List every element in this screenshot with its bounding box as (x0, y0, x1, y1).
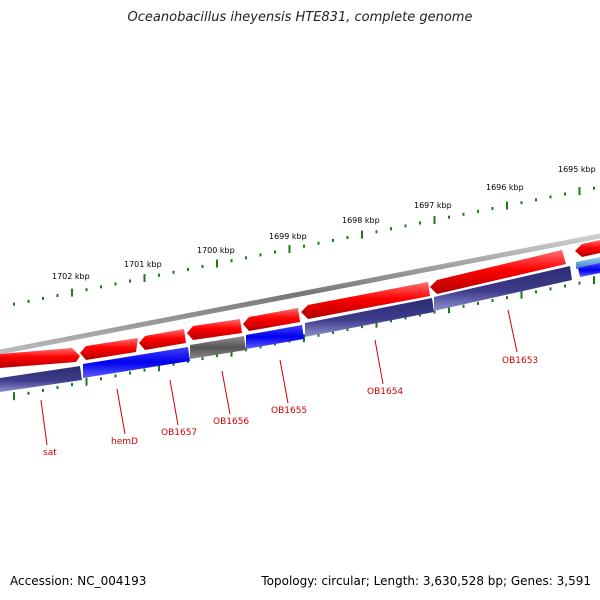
outer-tick-row (13, 186, 595, 306)
gene-label-OB1654: OB1654 (367, 387, 403, 397)
gene-label-hemD: hemD (111, 437, 138, 447)
forward-gene-arrow[interactable] (139, 329, 186, 350)
reverse-gene-OB1657[interactable] (190, 336, 246, 359)
gene-label-OB1653: OB1653 (502, 356, 538, 366)
gene-label-leader (507, 309, 518, 353)
kbp-label: 1699 kbp (269, 232, 307, 241)
kbp-label: 1701 kbp (124, 260, 162, 269)
reverse-gene-sat[interactable] (0, 366, 82, 392)
kbp-label: 1695 kbp (558, 165, 596, 174)
gene-label-OB1657: OB1657 (161, 428, 197, 438)
genome-backbone (0, 233, 600, 355)
kbp-label: 1702 kbp (52, 272, 90, 281)
forward-gene-arrow[interactable] (243, 308, 300, 331)
reverse-gene-OB1656[interactable] (246, 325, 304, 349)
inner-tick-row (13, 276, 595, 401)
forward-gene-arrow[interactable] (0, 348, 80, 368)
kbp-label-group: 1702 kbp 1701 kbp 1700 kbp 1699 kbp 1698 kbp… (52, 165, 596, 281)
gene-label-OB1656: OB1656 (213, 417, 249, 427)
gene-label-leader (116, 388, 126, 435)
kbp-label: 1700 kbp (197, 246, 235, 255)
gene-label-leader (374, 339, 384, 385)
kbp-label: 1696 kbp (486, 183, 524, 192)
forward-gene-arrow[interactable] (301, 282, 430, 319)
forward-gene-arrow[interactable] (187, 319, 242, 340)
gene-label-leader (40, 399, 48, 446)
reverse-gene-arrow[interactable] (576, 257, 600, 269)
map-title: Oceanobacillus iheyensis HTE831, complet… (127, 10, 473, 25)
forward-gene-arrow[interactable] (575, 240, 600, 257)
gene-label-leader (169, 379, 179, 426)
forward-strand-track (0, 240, 600, 368)
forward-gene-arrow[interactable] (80, 338, 138, 360)
kbp-label: 1697 kbp (414, 201, 452, 210)
reverse-gene-OB1654[interactable] (434, 266, 572, 311)
reverse-gene-hemD[interactable] (83, 347, 190, 378)
gene-label-leader (279, 359, 289, 404)
gene-label-sat: sat (43, 448, 57, 458)
reverse-gene-OB1655[interactable] (305, 298, 434, 337)
kbp-label: 1698 kbp (342, 216, 380, 225)
topology-text: Topology: circular; Length: 3,630,528 bp… (261, 574, 591, 588)
gene-label-OB1655: OB1655 (271, 406, 307, 416)
reverse-strand-track (0, 257, 600, 392)
forward-gene-arrow[interactable] (430, 250, 566, 294)
reverse-gene-arrow[interactable] (578, 263, 600, 277)
gene-label-leader (221, 370, 231, 415)
accession-text: Accession: NC_004193 (10, 574, 147, 588)
gene-label-group: sat hemD OB1657 OB1656 OB1655 OB1654 OB1653 (40, 309, 538, 458)
